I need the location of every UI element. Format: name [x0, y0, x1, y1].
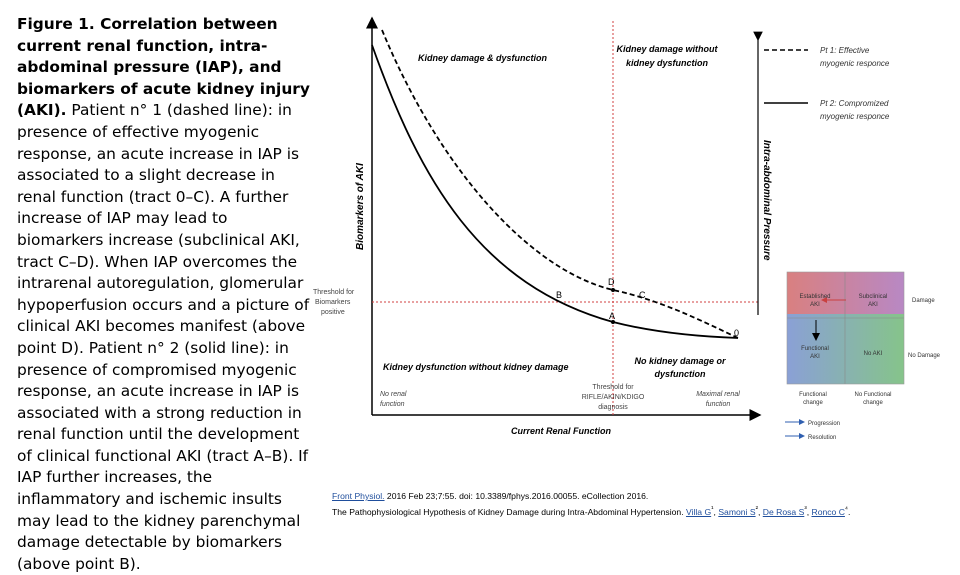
author-link-4[interactable]: Ronco C [811, 506, 845, 517]
diagram-canvas: D A B C 0 Kidney damage & dysfunction Ki… [313, 16, 941, 441]
quadrant-bottom-left: Kidney dysfunction without kidney damage [383, 362, 569, 372]
author-mark-1: ¹ [711, 505, 714, 513]
author-mark-3: ³ [804, 505, 807, 513]
inset-legend-resolution: Resolution [808, 435, 836, 441]
inset-functional-change-2: change [803, 400, 823, 406]
point-d-dot [611, 288, 615, 292]
threshold-rifle-1: Threshold for [592, 384, 634, 391]
solid-curve-pt2 [371, 44, 739, 339]
maximal-renal-function-2: function [706, 401, 731, 408]
caption-body: Patient n° 1 (dashed line): in presence … [17, 101, 310, 573]
dashed-curve-pt1 [381, 29, 739, 339]
y-axis-label: Biomarkers of AKI [355, 163, 366, 250]
inset-no-aki: No AKI [864, 351, 883, 357]
inset-legend-progression: Progression [808, 421, 840, 427]
citation-text: 2016 Feb 23;7:55. doi: 10.3389/fphys.201… [384, 491, 649, 501]
inset-subclinical-1: Subclinical [859, 294, 888, 300]
point-d-label: D [608, 277, 615, 287]
point-a-dot [611, 320, 615, 324]
aki-matrix-inset [786, 271, 905, 385]
article-title: The Pathophysiological Hypothesis of Kid… [332, 506, 686, 517]
inset-subclinical-2: AKI [868, 302, 878, 308]
inset-established-2: AKI [810, 302, 820, 308]
author-mark-4: ⁴ [844, 505, 848, 513]
quadrant-bottom-right-2: dysfunction [655, 369, 707, 379]
quadrant-top-right-2: kidney dysfunction [626, 58, 709, 68]
inset-no-functional-change-2: change [863, 400, 883, 406]
citation-line-2: The Pathophysiological Hypothesis of Kid… [332, 505, 851, 517]
author-mark-2: ² [755, 505, 758, 513]
iap-axis-label: Intra-abdominal Pressure [761, 140, 772, 261]
journal-link[interactable]: Front Physiol. [332, 491, 385, 501]
point-c-label: C [639, 290, 646, 300]
inset-damage-label: Damage [912, 298, 935, 304]
legend-pt2-2: myogenic responce [820, 112, 890, 121]
point-b-label: B [556, 290, 562, 300]
citation-line-1: Front Physiol. 2016 Feb 23;7:55. doi: 10… [332, 490, 850, 503]
author-link-1[interactable]: Villa G [685, 506, 712, 517]
author-link-3[interactable]: De Rosa S [762, 506, 805, 517]
x-axis-label: Current Renal Function [511, 426, 612, 436]
legend-pt2-1: Pt 2: Compromized [820, 99, 889, 108]
no-renal-function-1: No renal [380, 391, 407, 398]
inset-bottom-band [787, 314, 904, 384]
inset-no-functional-change-1: No Functional [854, 392, 891, 398]
threshold-biomarkers-3: positive [321, 309, 345, 316]
no-renal-function-2: function [380, 401, 405, 408]
quadrant-top-left: Kidney damage & dysfunction [418, 53, 548, 63]
inset-border [786, 271, 905, 385]
inset-top-band [787, 272, 904, 314]
author-link-2[interactable]: Samoni S [718, 506, 756, 517]
quadrant-bottom-right-1: No kidney damage or [634, 356, 726, 366]
quadrant-top-right-1: Kidney damage without [616, 44, 718, 54]
maximal-renal-function-1: Maximal renal [696, 391, 740, 398]
inset-functional-2: AKI [810, 354, 820, 360]
citation-footer: Front Physiol. 2016 Feb 23;7:55. doi: 10… [332, 490, 850, 519]
point-a-label: A [609, 311, 615, 321]
inset-functional-1: Functional [801, 346, 829, 352]
legend-pt1-2: myogenic responce [820, 59, 890, 68]
caption-title: Figure 1. Correlation between current re… [17, 15, 310, 120]
inset-established-1: Established [799, 294, 830, 300]
point-o-label: 0 [734, 328, 739, 338]
threshold-biomarkers-2: Biomarkers [315, 299, 351, 306]
legend-pt1-1: Pt 1: Effective [820, 46, 870, 55]
threshold-rifle-3: diagnosis [598, 404, 628, 411]
threshold-biomarkers-1: Threshold for [313, 289, 355, 296]
inset-no-damage-label: No Damage [908, 353, 941, 359]
threshold-rifle-2: RIFLE/AKIN/KDIGO [582, 394, 645, 401]
figure-caption: Figure 1. Correlation between current re… [17, 14, 317, 575]
inset-functional-change-1: Functional [799, 392, 827, 398]
